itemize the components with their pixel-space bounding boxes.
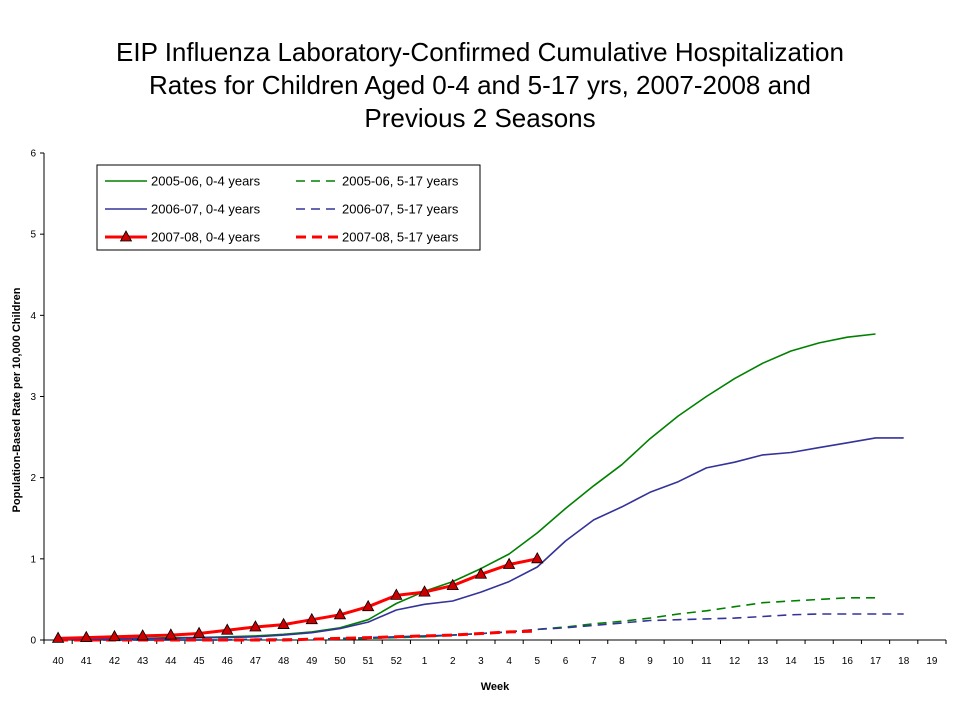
x-tick-label: 6 [563, 656, 569, 667]
x-tick-label: 49 [306, 656, 318, 667]
data-point-marker [164, 628, 178, 640]
legend-label-2: 2006-07, 0-4 years [151, 202, 261, 217]
data-point-marker [474, 567, 488, 579]
y-tick-label: 6 [30, 149, 36, 160]
data-point-marker [531, 552, 544, 564]
data-point-marker [192, 626, 206, 638]
x-tick-label: 50 [334, 656, 346, 667]
x-tick-label: 42 [109, 656, 121, 667]
x-tick-label: 13 [757, 656, 769, 667]
data-point-marker [249, 620, 262, 632]
chart-title-line-2: Rates for Children Aged 0-4 and 5-17 yrs… [149, 70, 811, 100]
x-tick-label: 7 [591, 656, 597, 667]
x-tick-label: 11 [701, 656, 712, 667]
x-tick-label: 8 [619, 656, 625, 667]
data-point-marker [108, 629, 121, 642]
data-point-marker [221, 623, 234, 635]
x-tick-label: 44 [165, 656, 177, 667]
x-tick-label: 14 [785, 656, 797, 667]
legend-label-0: 2005-06, 0-4 years [151, 174, 261, 189]
x-tick-label: 19 [926, 656, 938, 667]
legend-label-5: 2007-08, 5-17 years [342, 230, 459, 245]
y-tick-label: 5 [30, 230, 36, 241]
y-tick-label: 4 [30, 311, 36, 322]
series-line-4 [58, 557, 538, 640]
data-point-marker [277, 617, 290, 629]
data-point-marker [333, 608, 347, 620]
x-tick-label: 5 [535, 656, 541, 667]
x-tick-label: 15 [814, 656, 826, 667]
x-tick-label: 46 [222, 656, 234, 667]
legend-label-4: 2007-08, 0-4 years [151, 230, 261, 245]
x-tick-label: 4 [506, 656, 512, 667]
x-tick-label: 41 [81, 656, 93, 667]
x-tick-label: 17 [870, 656, 882, 667]
data-point-marker [390, 588, 403, 600]
x-tick-label: 43 [137, 656, 149, 667]
y-axis-label: Population-Based Rate per 10,000 Childre… [11, 287, 23, 512]
y-tick-label: 3 [30, 392, 36, 403]
legend-box [96, 164, 481, 251]
data-point-marker [446, 578, 459, 591]
chart-title-line-3: Previous 2 Seasons [364, 103, 596, 133]
x-tick-label: 12 [729, 656, 741, 667]
series-layer [51, 333, 904, 643]
x-tick-label: 9 [647, 656, 653, 667]
data-point-marker [51, 631, 65, 643]
x-tick-label: 47 [250, 656, 262, 667]
x-tick-label: 3 [478, 656, 484, 667]
chart-title-line-1: EIP Influenza Laboratory-Confirmed Cumul… [116, 37, 844, 67]
x-tick-label: 1 [422, 656, 428, 667]
chart-title: EIP Influenza Laboratory-Confirmed Cumul… [0, 36, 960, 135]
legend-marker [119, 230, 133, 242]
data-point-marker [361, 599, 375, 612]
x-tick-label: 52 [391, 656, 403, 667]
x-tick-label: 18 [898, 656, 910, 667]
y-tick-label: 1 [30, 554, 36, 565]
y-tick-label: 0 [30, 636, 36, 647]
data-point-marker [305, 612, 318, 625]
x-tick-label: 40 [53, 656, 65, 667]
x-tick-label: 51 [363, 656, 375, 667]
legend: 2005-06, 0-4 years 2005-06, 5-17 years 200… [96, 164, 481, 251]
x-tick-label: 10 [673, 656, 685, 667]
data-point-marker [136, 629, 149, 641]
x-tick-label: 2 [450, 656, 456, 667]
legend-label-3: 2006-07, 5-17 years [342, 202, 459, 217]
x-tick-label: 45 [193, 656, 205, 667]
legend-label-1: 2005-06, 5-17 years [342, 174, 459, 189]
data-point-marker [502, 557, 516, 569]
series-line-0 [58, 333, 876, 641]
x-tick-label: 16 [842, 656, 854, 667]
x-axis-label: Week [481, 681, 510, 693]
data-point-marker [80, 630, 93, 642]
data-point-marker [418, 585, 431, 597]
x-tick-label: 48 [278, 656, 290, 667]
y-tick-label: 2 [30, 473, 36, 484]
series-line-3 [58, 613, 904, 641]
series-line-2 [58, 437, 904, 641]
